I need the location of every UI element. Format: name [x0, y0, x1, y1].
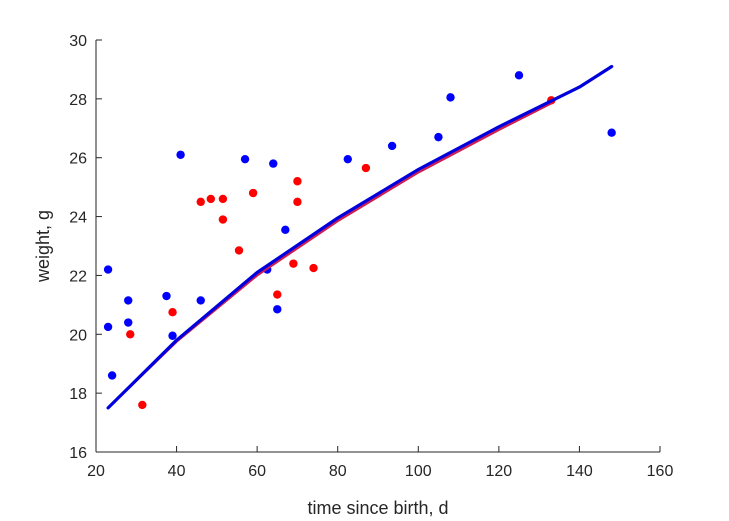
data-point [273, 290, 282, 299]
data-point [269, 159, 278, 168]
data-point [162, 291, 171, 301]
data-point [196, 197, 205, 207]
data-point [273, 305, 282, 314]
data-point [107, 371, 117, 380]
x-tick-label: 100 [405, 463, 432, 480]
data-point [240, 154, 250, 164]
y-axis-label: weight, g [33, 210, 53, 283]
data-point [361, 163, 371, 173]
data-point [103, 265, 113, 274]
data-point [124, 318, 133, 327]
x-tick-label: 120 [486, 463, 513, 480]
x-tick-label: 20 [87, 463, 105, 480]
y-tick-label: 16 [69, 445, 87, 462]
data-point [124, 296, 133, 305]
y-tick-label: 26 [69, 151, 87, 168]
y-tick-label: 30 [69, 33, 87, 50]
fit-line [106, 64, 614, 410]
data-point [514, 71, 524, 80]
x-axis-label: time since birth, d [307, 498, 448, 518]
y-tick-label: 24 [69, 210, 87, 227]
x-ticks: 20 40 60 80 100 120 140 160 [87, 446, 673, 480]
x-tick-label: 140 [566, 463, 593, 480]
fit-line [106, 102, 553, 410]
data-point [446, 93, 455, 102]
data-point [234, 246, 244, 255]
x-tick-label: 160 [647, 463, 674, 480]
data-point [196, 296, 205, 305]
data-point [218, 215, 228, 224]
data-point [293, 177, 302, 186]
data-point [248, 188, 258, 198]
y-ticks: 16 18 20 22 24 26 28 30 [69, 33, 102, 462]
x-tick-label: 60 [248, 463, 266, 480]
data-point [126, 330, 135, 339]
data-point [138, 400, 147, 410]
data-point [218, 194, 228, 204]
data-point [176, 150, 185, 159]
data-point [293, 197, 302, 207]
data-point [206, 194, 216, 204]
y-tick-label: 28 [69, 92, 87, 109]
data-point [281, 225, 290, 235]
y-tick-label: 22 [69, 268, 87, 285]
data-point [168, 331, 177, 340]
data-point [309, 263, 318, 273]
data-point [434, 132, 443, 142]
x-tick-label: 40 [168, 463, 186, 480]
y-tick-label: 18 [69, 386, 87, 403]
data-point [103, 322, 113, 332]
data-point [343, 154, 352, 164]
y-tick-label: 20 [69, 327, 87, 344]
data-point [289, 259, 298, 268]
axes [95, 40, 660, 453]
data-point [607, 128, 616, 137]
data-point [387, 141, 397, 151]
plot-area [103, 64, 616, 410]
data-point [168, 308, 177, 317]
x-tick-label: 80 [329, 463, 347, 480]
